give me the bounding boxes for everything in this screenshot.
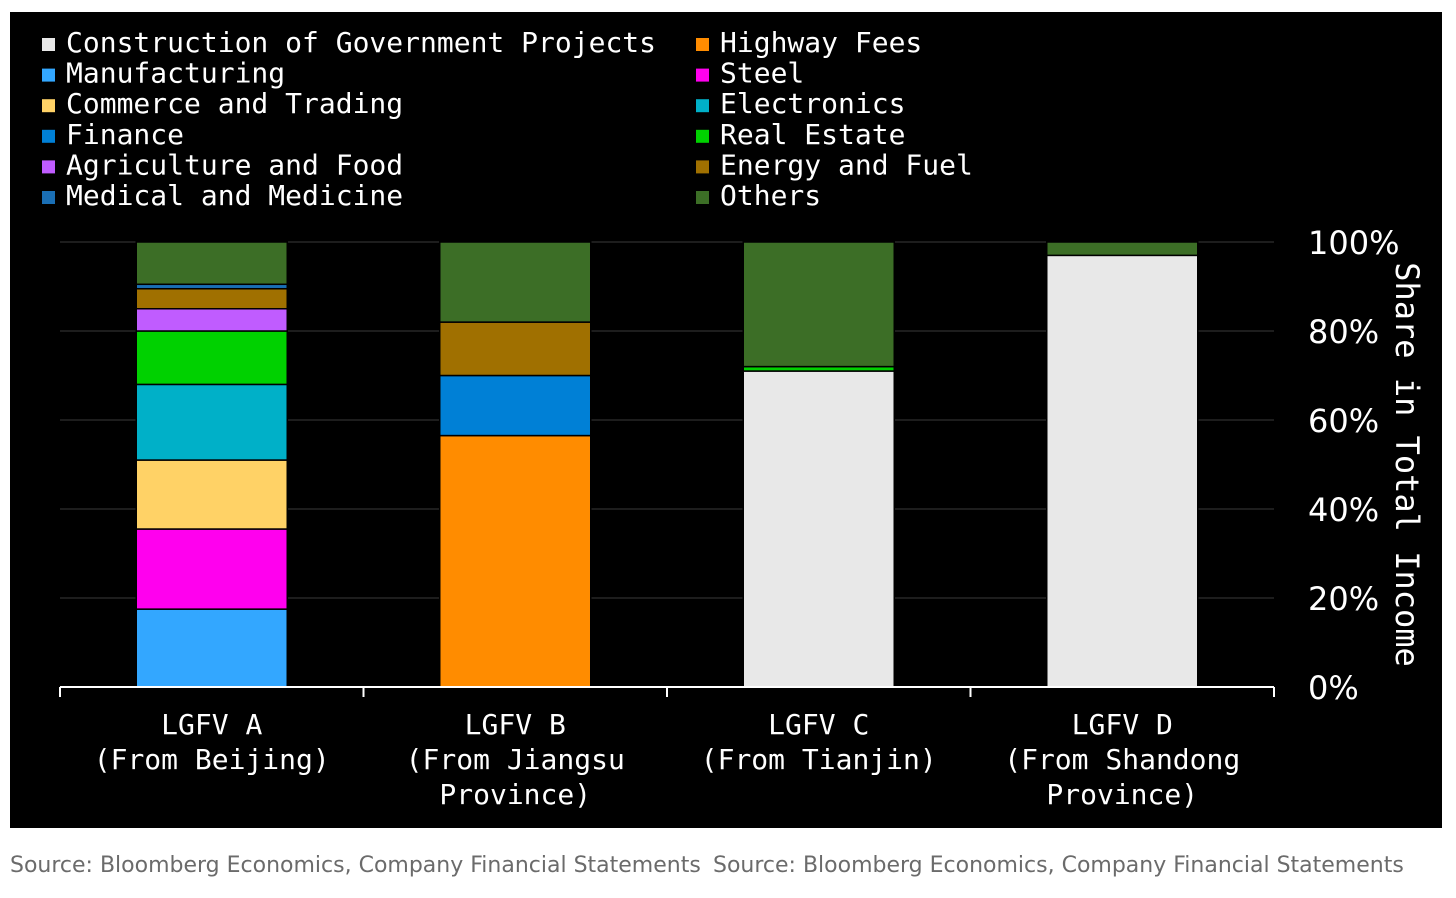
- legend-label-energy-and-fuel: Energy and Fuel: [720, 148, 973, 181]
- legend-label-real-estate: Real Estate: [720, 118, 905, 151]
- y-tick-label-40: 40%: [1308, 491, 1379, 529]
- bar-segment-lgfv-a-electronics: [135, 383, 288, 461]
- bar-segment-lgfv-d-construction-of-government-projects: [1046, 254, 1199, 688]
- bar-segment-lgfv-b-finance: [439, 374, 592, 437]
- category-label-lgfv-d-line-1: LGFV D: [1072, 708, 1173, 741]
- legend-label-construction-of-government-projects: Construction of Government Projects: [66, 26, 656, 59]
- legend-label-medical-and-medicine: Medical and Medicine: [66, 179, 403, 212]
- legend-label-steel: Steel: [720, 57, 804, 90]
- y-tick-label-20: 20%: [1308, 580, 1379, 618]
- legend-swatch-highway-fees: [696, 38, 709, 51]
- bar-segment-lgfv-c-others: [742, 241, 895, 368]
- category-label-lgfv-d-line-2: (From Shandong: [1004, 743, 1240, 776]
- bar-segment-lgfv-a-others: [135, 241, 288, 286]
- bar-segment-lgfv-a-energy-and-fuel: [135, 287, 288, 310]
- bar-segment-lgfv-a-real-estate: [135, 330, 288, 386]
- legend-label-manufacturing: Manufacturing: [66, 57, 285, 90]
- category-label-lgfv-b-line-1: LGFV B: [465, 708, 566, 741]
- bar-segment-lgfv-a-commerce-and-trading: [135, 459, 288, 530]
- y-tick-label-60: 60%: [1308, 402, 1379, 440]
- category-label-lgfv-c-line-1: LGFV C: [768, 708, 869, 741]
- legend-label-highway-fees: Highway Fees: [720, 26, 922, 59]
- bar-segment-lgfv-a-steel: [135, 528, 288, 610]
- legend-swatch-steel: [696, 68, 709, 82]
- category-label-lgfv-c-line-2: (From Tianjin): [701, 743, 937, 776]
- bar-segment-lgfv-d-others: [1046, 241, 1199, 257]
- legend-swatch-medical-and-medicine: [42, 191, 55, 204]
- legend-label-electronics: Electronics: [720, 87, 905, 120]
- legend-label-commerce-and-trading: Commerce and Trading: [66, 87, 403, 120]
- y-tick-label-100: 100%: [1308, 224, 1399, 262]
- bar-segment-lgfv-a-manufacturing: [135, 608, 288, 688]
- legend-swatch-commerce-and-trading: [42, 99, 55, 113]
- category-label-lgfv-a-line-1: LGFV A: [161, 708, 262, 741]
- category-label-lgfv-b-line-3: Province): [439, 778, 591, 811]
- legend-swatch-electronics: [696, 99, 709, 113]
- y-tick-label-0: 0%: [1308, 669, 1359, 707]
- bar-segment-lgfv-a-agriculture-and-food: [135, 308, 288, 332]
- category-label-lgfv-b-line-2: (From Jiangsu: [406, 743, 625, 776]
- bar-segment-lgfv-b-energy-and-fuel: [439, 321, 592, 377]
- legend-swatch-real-estate: [696, 129, 709, 143]
- category-label-lgfv-a-line-2: (From Beijing): [94, 743, 330, 776]
- legend-swatch-others: [696, 191, 709, 204]
- bar-segment-lgfv-b-highway-fees: [439, 434, 592, 688]
- chart-panel: LGFV A (From Beijing) LGFV B (From Jiangsu P…: [10, 12, 1442, 828]
- legend-swatch-agriculture-and-food: [42, 160, 55, 174]
- legend-swatch-manufacturing: [42, 68, 55, 82]
- y-axis-title: Share in Total Income: [1388, 262, 1426, 667]
- stacked-bar-chart: LGFV A(From Beijing)LGFV B(From JiangsuP…: [42, 26, 1426, 811]
- legend-swatch-finance: [42, 129, 55, 143]
- legend-label-others: Others: [720, 179, 821, 212]
- legend-label-agriculture-and-food: Agriculture and Food: [66, 148, 403, 181]
- bar-segment-lgfv-c-construction-of-government-projects: [742, 370, 895, 688]
- source-note-right: Source: Bloomberg Economics, Company Fin…: [713, 853, 1404, 878]
- bar-segment-lgfv-b-others: [439, 241, 592, 323]
- source-note-left: Source: Bloomberg Economics, Company Fin…: [10, 853, 701, 878]
- category-label-lgfv-d-line-3: Province): [1046, 778, 1198, 811]
- legend-swatch-construction-of-government-projects: [42, 38, 55, 51]
- legend-label-finance: Finance: [66, 118, 184, 151]
- y-tick-label-80: 80%: [1308, 313, 1379, 351]
- legend-swatch-energy-and-fuel: [696, 160, 709, 174]
